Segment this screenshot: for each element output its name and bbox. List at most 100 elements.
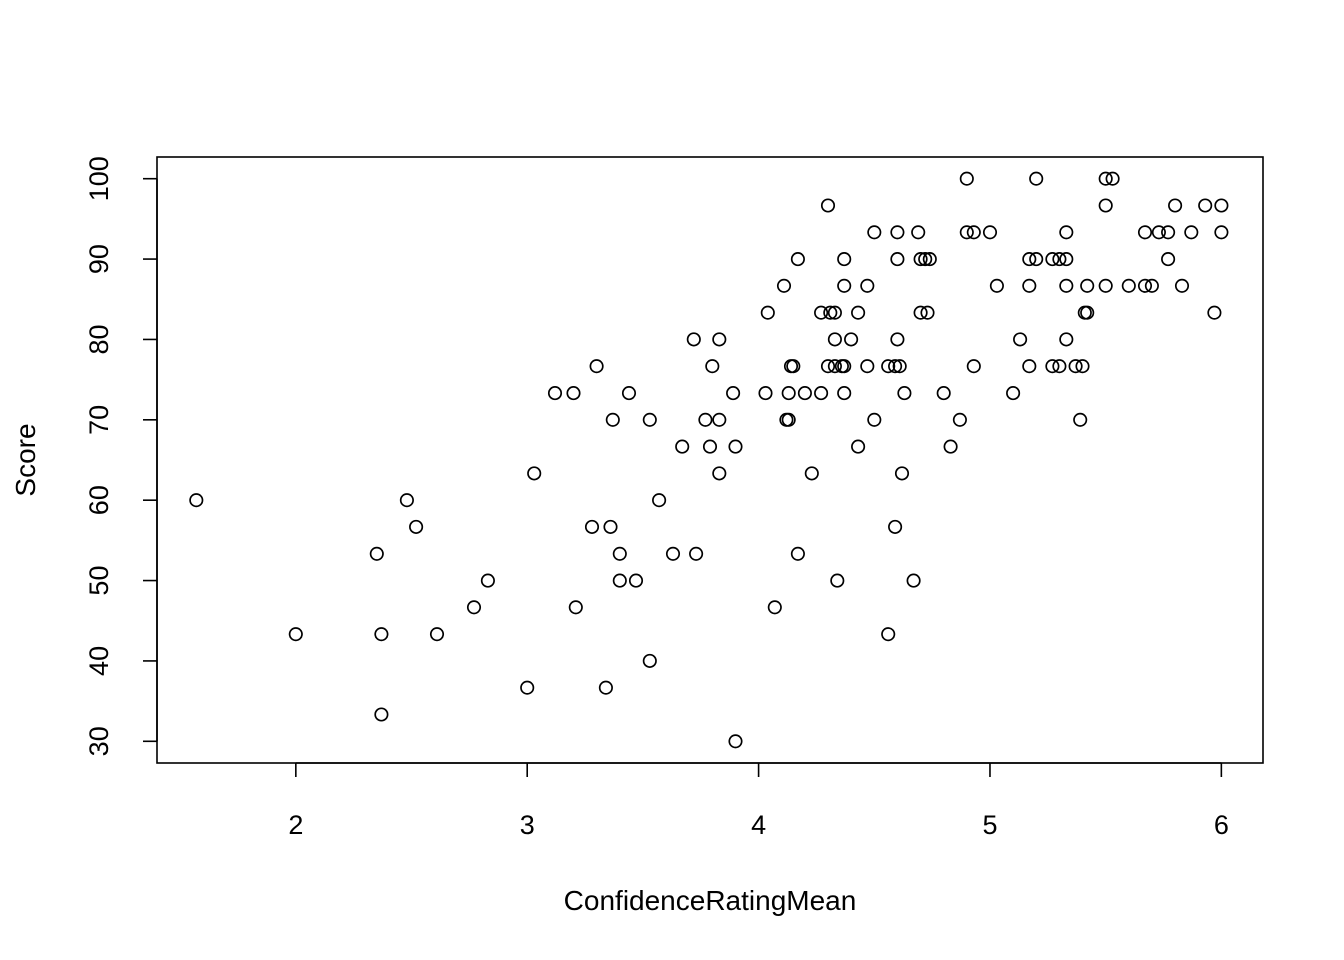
data-point [804,466,819,481]
data-point [897,386,912,401]
data-point [814,386,829,401]
y-tick-label: 70 [84,405,114,435]
data-point [786,359,801,374]
data-point [1161,252,1176,267]
data-point [1022,359,1037,374]
data-point [837,252,852,267]
data-point [566,386,581,401]
y-tick-label: 60 [84,485,114,515]
data-point [1013,332,1028,347]
data-point [1214,225,1229,240]
data-point [797,386,812,401]
y-tick-label: 80 [84,324,114,354]
data-point [837,278,852,293]
plot-frame [156,156,1264,764]
x-axis: 2 3 4 5 6 [288,762,1229,840]
data-point [1080,305,1095,320]
data-point [1059,278,1074,293]
data-point [966,225,981,240]
data-point [827,305,842,320]
data-point [767,600,782,615]
data-point [890,332,905,347]
data-point [851,305,866,320]
data-point [913,252,928,267]
data-point [1174,278,1190,293]
data-point [665,546,681,561]
data-point [918,252,933,267]
data-point [1022,278,1037,293]
data-point [1214,198,1229,213]
data-point [952,412,967,427]
data-point [642,653,657,668]
data-point [374,707,389,722]
data-point [790,252,805,267]
data-point [1098,278,1113,293]
data-point [844,332,859,347]
data-point [837,386,852,401]
y-tick-label: 40 [84,646,114,676]
data-point [1075,359,1090,374]
data-point [598,680,613,695]
x-tick-label: 3 [520,810,535,840]
x-tick-label: 6 [1214,810,1229,840]
data-point [1059,252,1074,267]
data-point [712,466,727,481]
data-point [1168,198,1183,213]
data-point [698,412,713,427]
data-points [189,171,1229,749]
data-point [936,386,951,401]
data-point [1052,252,1067,267]
data-point [429,627,445,642]
data-point [1006,386,1021,401]
data-point [612,546,627,561]
data-point [589,359,604,374]
data-point [1073,412,1088,427]
data-point [628,573,644,588]
data-point [827,332,842,347]
data-point [827,359,842,374]
data-point [612,573,627,588]
data-point [966,359,981,374]
x-tick-label: 2 [288,810,303,840]
data-point [520,680,535,695]
data-point [820,359,836,374]
data-point [837,359,852,374]
data-point [568,600,583,615]
data-point [982,225,998,240]
y-axis: 30 40 50 60 70 80 90 100 [84,156,158,756]
data-point [781,386,796,401]
data-point [922,252,937,267]
data-point [726,386,741,401]
data-point [890,252,905,267]
data-point [584,519,600,534]
data-point [943,439,958,454]
data-point [890,225,905,240]
data-point [1068,359,1083,374]
y-tick-label: 30 [84,726,114,756]
y-axis-title: Score [10,423,41,496]
data-point [466,600,482,615]
data-point [830,573,845,588]
data-point [989,278,1004,293]
data-point [728,734,743,749]
data-point [959,225,974,240]
data-point [920,305,935,320]
data-point [728,439,743,454]
data-point [1080,278,1095,293]
data-point [1022,252,1037,267]
x-tick-label: 4 [751,810,766,840]
data-point [1137,225,1153,240]
data-point [689,546,704,561]
y-tick-label: 50 [84,566,114,596]
data-point [374,627,389,642]
data-point [1151,225,1166,240]
data-point [860,359,875,374]
data-point [781,412,796,427]
data-point [675,439,690,454]
data-point [814,305,829,320]
y-tick-label: 90 [84,244,114,274]
data-point [867,225,882,240]
data-point [1098,171,1113,186]
data-point [1052,359,1067,374]
data-point [399,493,414,508]
